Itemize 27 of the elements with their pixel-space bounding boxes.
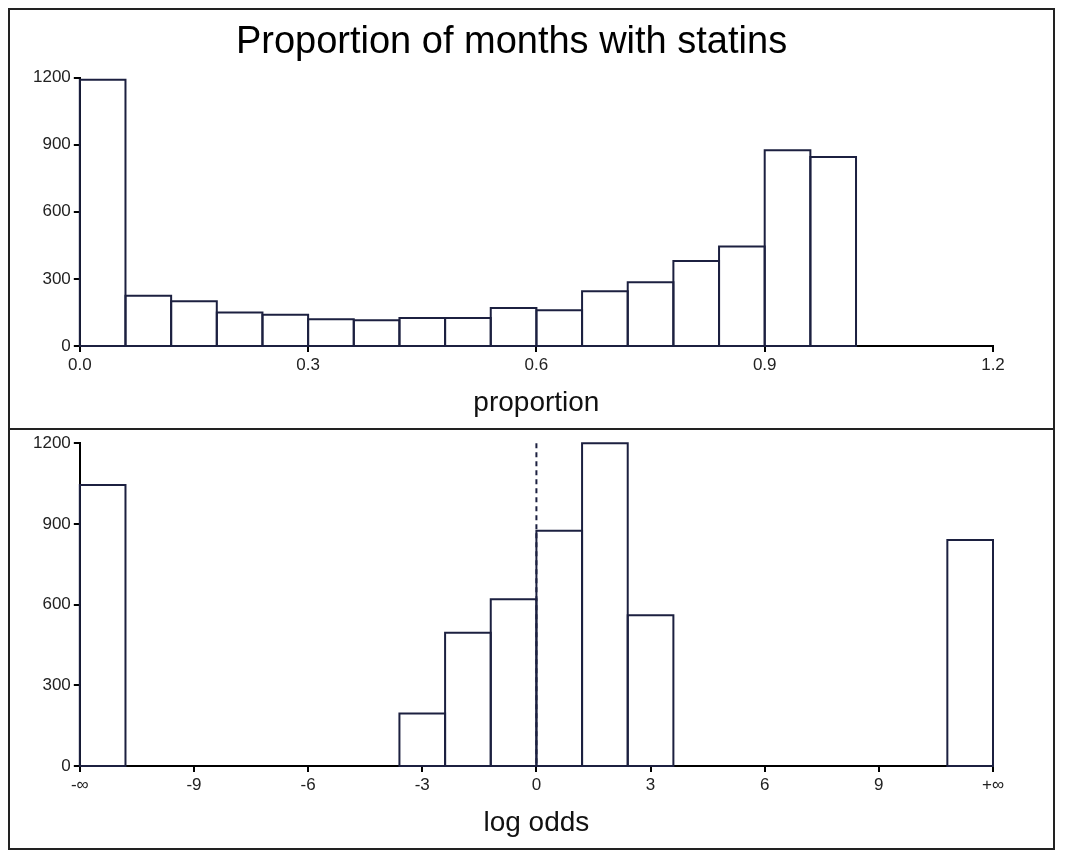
y-tick-label: 0 [61,335,71,355]
y-tick-label: 1200 [32,67,71,87]
x-tick-label: 3 [645,774,656,794]
x-tick-label: -9 [186,774,202,794]
y-tick-label: 1200 [32,432,71,452]
x-tick-label: 9 [874,774,884,794]
y-tick-label: 900 [42,513,71,533]
x-axis-title: proportion [473,385,600,417]
y-tick-label: 0 [61,755,71,775]
y-tick-label: 300 [42,268,71,288]
x-axis-title: log odds [483,805,590,837]
y-tick-label: 300 [42,674,71,694]
x-tick-label: 0.3 [296,354,320,374]
x-tick-label: -6 [300,774,316,794]
y-tick-label: 900 [42,134,71,154]
y-tick-label: 600 [42,201,71,221]
y-tick-label: 600 [42,594,71,614]
x-tick-label: 0.0 [68,354,92,374]
x-tick-label: 1.2 [981,354,1005,374]
x-tick-label: 6 [759,774,770,794]
x-tick-label: 0 [531,774,542,794]
chart-title: Proportion of months with statins [235,19,788,62]
x-tick-label: +∞ [981,774,1005,794]
x-tick-label: -3 [414,774,430,794]
x-tick-label: 0.9 [752,354,777,374]
x-tick-label: 0.6 [524,354,549,374]
x-tick-label: -∞ [70,774,89,794]
